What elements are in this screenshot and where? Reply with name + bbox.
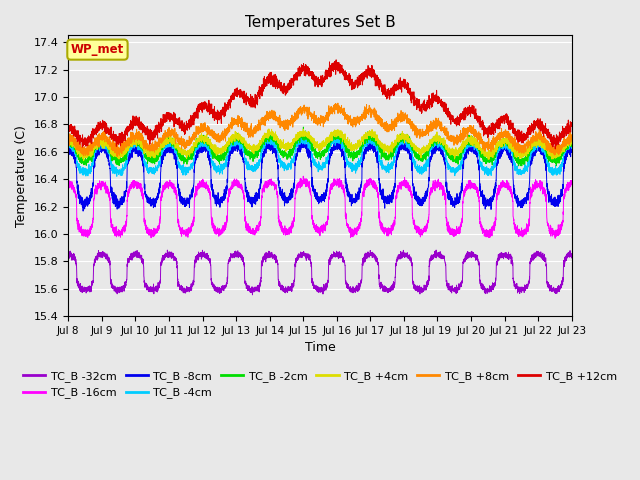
TC_B -4cm (113, 173, 120, 179)
TC_B -8cm (200, 136, 207, 142)
TC_B -8cm (79, 208, 87, 214)
TC_B -32cm (404, 253, 412, 259)
TC_B +8cm (301, 106, 308, 112)
TC_B -16cm (433, 180, 440, 185)
Line: TC_B -2cm: TC_B -2cm (68, 127, 572, 166)
Text: WP_met: WP_met (71, 43, 124, 56)
TC_B -32cm (248, 292, 256, 298)
TC_B +12cm (552, 146, 559, 152)
TC_B -8cm (155, 190, 163, 196)
TC_B -2cm (155, 150, 163, 156)
TC_B -32cm (568, 253, 575, 259)
TC_B -4cm (433, 137, 440, 143)
TC_B -8cm (568, 143, 575, 149)
TC_B -16cm (568, 180, 575, 186)
TC_B -2cm (461, 140, 469, 145)
Title: Temperatures Set B: Temperatures Set B (244, 15, 396, 30)
Line: TC_B -8cm: TC_B -8cm (68, 139, 572, 211)
Y-axis label: Temperature (C): Temperature (C) (15, 125, 28, 227)
Line: TC_B -4cm: TC_B -4cm (68, 133, 572, 176)
TC_B -32cm (433, 252, 440, 258)
TC_B -16cm (301, 176, 308, 182)
TC_B -8cm (461, 151, 469, 157)
Line: TC_B +12cm: TC_B +12cm (68, 60, 572, 149)
TC_B -2cm (65, 141, 72, 146)
TC_B -4cm (568, 143, 575, 149)
TC_B +4cm (155, 148, 163, 154)
TC_B -2cm (568, 143, 575, 149)
TC_B -4cm (335, 131, 343, 136)
TC_B +12cm (332, 57, 340, 63)
Line: TC_B -16cm: TC_B -16cm (68, 176, 572, 238)
TC_B -2cm (515, 163, 522, 169)
TC_B -4cm (568, 143, 575, 148)
TC_B +8cm (334, 100, 342, 106)
TC_B -16cm (461, 186, 469, 192)
TC_B -8cm (568, 149, 575, 155)
TC_B +4cm (568, 141, 575, 147)
TC_B -2cm (568, 140, 575, 145)
TC_B +4cm (461, 144, 469, 150)
TC_B -16cm (300, 173, 307, 179)
TC_B -16cm (568, 178, 575, 183)
TC_B +12cm (433, 92, 440, 97)
Line: TC_B +4cm: TC_B +4cm (68, 129, 572, 161)
TC_B -8cm (65, 145, 72, 151)
TC_B -8cm (433, 146, 440, 152)
TC_B -8cm (301, 140, 309, 145)
TC_B -32cm (65, 253, 72, 259)
TC_B +8cm (155, 137, 163, 143)
TC_B +12cm (301, 67, 308, 73)
TC_B +8cm (568, 137, 575, 143)
TC_B +4cm (405, 137, 413, 143)
TC_B -32cm (461, 254, 469, 260)
TC_B -2cm (433, 135, 440, 141)
TC_B -2cm (301, 133, 308, 139)
TC_B +4cm (265, 126, 273, 132)
Line: TC_B -32cm: TC_B -32cm (68, 250, 572, 295)
TC_B +8cm (65, 133, 72, 139)
TC_B -32cm (155, 285, 163, 291)
TC_B +8cm (113, 154, 121, 159)
TC_B +4cm (80, 158, 88, 164)
TC_B +12cm (568, 120, 575, 125)
TC_B -2cm (300, 124, 307, 130)
TC_B -16cm (404, 181, 412, 187)
X-axis label: Time: Time (305, 341, 335, 354)
TC_B +4cm (65, 139, 72, 145)
TC_B -4cm (461, 144, 469, 150)
TC_B -4cm (405, 139, 413, 144)
TC_B +8cm (568, 134, 575, 140)
TC_B +4cm (433, 138, 440, 144)
TC_B -4cm (301, 133, 308, 139)
TC_B -32cm (301, 251, 308, 257)
TC_B -32cm (432, 247, 440, 253)
TC_B +12cm (461, 115, 469, 120)
TC_B -4cm (65, 135, 72, 141)
TC_B +8cm (405, 120, 413, 126)
TC_B +8cm (461, 133, 469, 139)
TC_B -32cm (568, 252, 575, 258)
Line: TC_B +8cm: TC_B +8cm (68, 103, 572, 156)
TC_B +12cm (568, 123, 575, 129)
Legend: TC_B -32cm, TC_B -16cm, TC_B -8cm, TC_B -4cm, TC_B -2cm, TC_B +4cm, TC_B +8cm, T: TC_B -32cm, TC_B -16cm, TC_B -8cm, TC_B … (19, 367, 621, 403)
TC_B +4cm (568, 139, 575, 145)
TC_B -8cm (405, 144, 413, 150)
TC_B +12cm (65, 124, 72, 130)
TC_B +8cm (433, 121, 440, 127)
TC_B +12cm (155, 119, 163, 125)
TC_B -16cm (155, 223, 163, 228)
TC_B +4cm (301, 131, 309, 136)
TC_B +12cm (404, 87, 412, 93)
TC_B -16cm (551, 235, 559, 241)
TC_B -2cm (404, 137, 412, 143)
TC_B -4cm (155, 162, 163, 168)
TC_B -16cm (65, 184, 72, 190)
